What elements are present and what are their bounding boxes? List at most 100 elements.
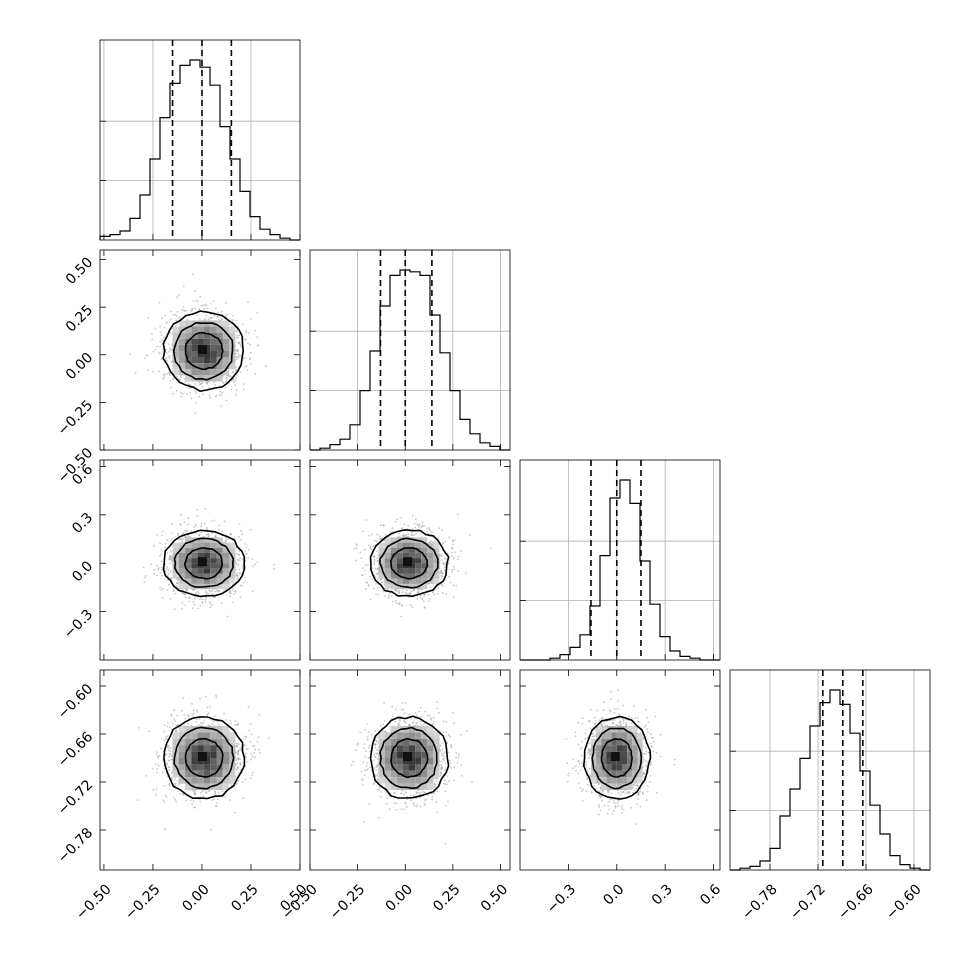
scatter-point [167,760,170,762]
scatter-point [208,394,211,397]
scatter-point [610,798,613,801]
scatter-point [423,593,425,596]
scatter-point [628,715,631,718]
scatter-point [153,572,156,575]
scatter-point [183,713,186,716]
scatter-point [596,709,599,712]
scatter-point [161,317,163,319]
scatter-point [354,559,357,562]
scatter-point [434,777,437,780]
scatter-point [373,559,376,562]
scatter-point [376,766,379,768]
scatter-point [164,542,167,545]
density-cell [616,738,622,746]
scatter-point [176,296,179,299]
panel-p1-vs-p2 [309,459,511,661]
scatter-point [187,535,190,538]
scatter-point [155,574,158,577]
scatter-point [231,319,234,321]
scatter-point [448,780,450,782]
scatter-point [239,571,241,574]
density-cell [185,326,192,333]
scatter-point [363,548,366,551]
scatter-point [191,713,194,716]
scatter-point [202,304,205,307]
density-cell [427,732,434,739]
scatter-point [374,775,377,778]
scatter-point [420,526,422,528]
scatter-point [419,805,422,808]
density-cell [390,726,397,733]
scatter-point [258,748,260,751]
scatter-point [431,796,434,798]
scatter-point [170,349,173,352]
scatter-point [182,589,184,591]
scatter-point [194,290,196,292]
scatter-point [202,795,205,798]
density-cell [210,578,217,584]
scatter-point [212,300,215,302]
scatter-point [223,520,226,523]
scatter-point [586,770,589,772]
scatter-point [376,533,379,536]
scatter-point [170,560,173,562]
scatter-point [369,545,372,548]
scatter-point [585,728,588,731]
scatter-point [213,798,216,800]
scatter-point [429,717,432,720]
density-cell [596,777,602,784]
scatter-point [257,344,259,346]
scatter-point [450,746,453,749]
scatter-point [168,558,171,561]
density-cell [606,764,612,771]
scatter-point [440,555,443,557]
density-cell [433,770,440,778]
scatter-point [205,304,208,307]
scatter-point [247,301,249,304]
scatter-point [436,707,438,710]
scatter-point [211,592,214,595]
scatter-point [225,538,228,540]
scatter-point [617,802,619,805]
density-cell [591,770,597,778]
scatter-point [447,734,450,736]
scatter-point [155,788,158,790]
scatter-point [442,543,444,545]
density-cell [409,563,416,569]
scatter-point [415,532,417,535]
scatter-point [239,538,242,541]
scatter-point [435,801,438,803]
density-cell [415,751,422,758]
density-cell [390,777,397,784]
scatter-point [639,790,642,793]
scatter-point [196,508,199,511]
scatter-point [642,771,645,774]
scatter-point [436,701,438,703]
scatter-point [254,563,257,566]
scatter-point [455,584,458,587]
scatter-point [430,718,432,721]
scatter-point [237,772,240,774]
density-cell [421,751,428,758]
scatter-point [196,709,198,711]
density-cell [384,770,391,778]
scatter-point [173,718,176,720]
scatter-point [580,769,582,771]
scatter-point [188,597,191,600]
density-cell [178,344,186,351]
scatter-point [234,569,237,572]
histogram-p0 [99,39,301,241]
scatter-point [449,581,452,584]
density-cell [403,777,410,784]
density-cell [433,578,440,584]
density-cell [203,326,211,333]
scatter-point [157,351,160,354]
scatter-point [577,782,580,785]
scatter-point [451,555,454,557]
density-cell [621,764,628,771]
scatter-point [169,784,172,787]
density-cell [403,537,410,543]
scatter-point [444,790,447,793]
contour-level-2 [173,537,235,588]
scatter-point [242,567,244,570]
